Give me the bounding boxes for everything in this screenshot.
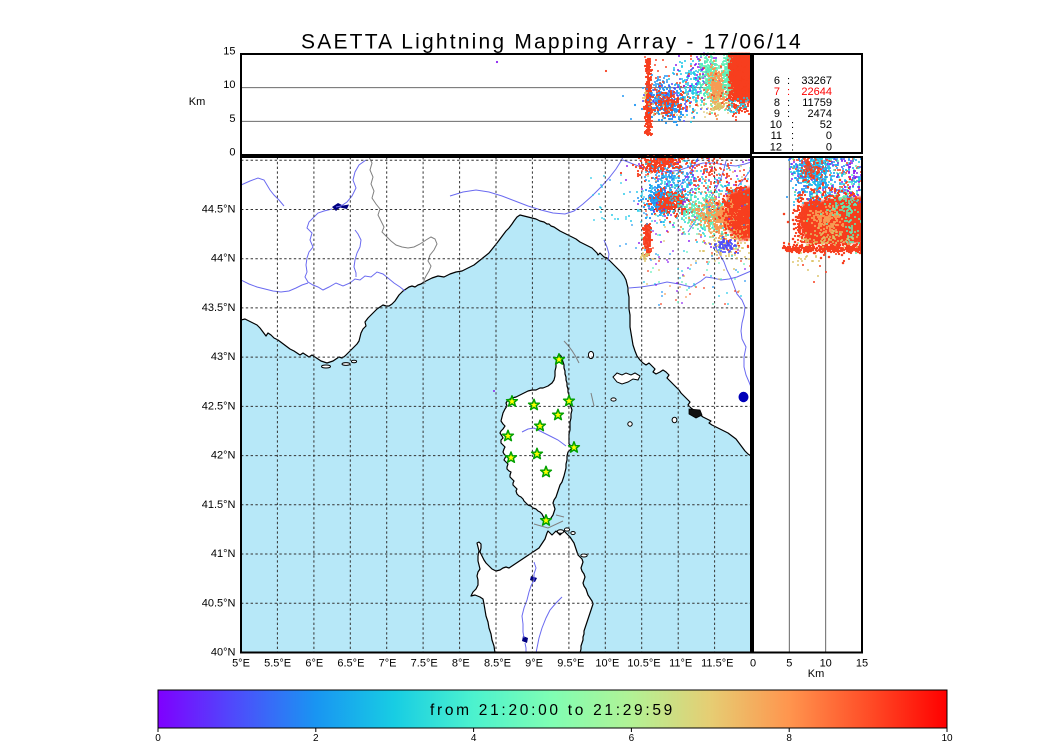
svg-text:42.5°N: 42.5°N <box>202 400 236 412</box>
svg-text:8°E: 8°E <box>452 658 470 670</box>
svg-text:Km: Km <box>808 668 825 680</box>
svg-text:10: 10 <box>223 79 235 91</box>
svg-text:2474: 2474 <box>808 108 832 120</box>
svg-text::: : <box>787 86 790 98</box>
svg-text:6.5°E: 6.5°E <box>337 658 364 670</box>
svg-text:4: 4 <box>471 733 477 744</box>
svg-text:22644: 22644 <box>801 86 832 98</box>
svg-text:7.5°E: 7.5°E <box>411 658 438 670</box>
svg-text:6°E: 6°E <box>305 658 323 670</box>
svg-text:9.5°E: 9.5°E <box>557 658 584 670</box>
svg-text:from 21:20:00 to 21:29:59: from 21:20:00 to 21:29:59 <box>430 702 675 719</box>
svg-text:43.5°N: 43.5°N <box>202 302 236 314</box>
svg-text:15: 15 <box>223 46 235 58</box>
svg-text::: : <box>787 75 790 87</box>
svg-text:41.5°N: 41.5°N <box>202 499 236 511</box>
svg-text:44.5°N: 44.5°N <box>202 204 236 216</box>
svg-text:15: 15 <box>856 658 868 670</box>
svg-text::: : <box>787 108 790 120</box>
svg-text:10: 10 <box>820 658 832 670</box>
svg-text:9: 9 <box>774 108 780 120</box>
svg-text:40°N: 40°N <box>211 647 236 659</box>
svg-text:5°E: 5°E <box>232 658 250 670</box>
svg-text:11759: 11759 <box>802 97 832 109</box>
svg-text:11°E: 11°E <box>669 658 692 670</box>
svg-text:11: 11 <box>771 130 782 142</box>
svg-text:10°E: 10°E <box>595 658 619 670</box>
svg-text:5.5°E: 5.5°E <box>264 658 291 670</box>
svg-text:7: 7 <box>774 86 780 98</box>
svg-text:Km: Km <box>189 96 206 108</box>
svg-text:40.5°N: 40.5°N <box>202 597 236 609</box>
svg-text:5: 5 <box>229 113 235 125</box>
svg-text:42°N: 42°N <box>211 450 236 462</box>
svg-text:10: 10 <box>770 119 782 131</box>
svg-text:33267: 33267 <box>801 75 832 87</box>
svg-text:SAETTA Lightning Mapping Array: SAETTA Lightning Mapping Array - 17/06/1… <box>301 31 803 54</box>
svg-text:10: 10 <box>941 733 953 744</box>
svg-text:8.5°E: 8.5°E <box>484 658 511 670</box>
svg-text:0: 0 <box>826 130 832 142</box>
svg-text:43°N: 43°N <box>211 351 236 363</box>
svg-text:11.5°E: 11.5°E <box>701 658 733 670</box>
svg-text:44°N: 44°N <box>211 253 236 265</box>
svg-text::: : <box>791 119 794 131</box>
svg-text:0: 0 <box>229 147 235 159</box>
svg-text:52: 52 <box>820 119 832 131</box>
svg-text:12: 12 <box>770 141 782 153</box>
svg-text:5: 5 <box>786 658 792 670</box>
svg-text:6: 6 <box>774 75 780 87</box>
svg-text::: : <box>791 141 794 153</box>
svg-text:6: 6 <box>629 733 635 744</box>
svg-text:41°N: 41°N <box>211 548 236 560</box>
svg-text::: : <box>787 97 790 109</box>
svg-text:9°E: 9°E <box>525 658 543 670</box>
svg-text:0: 0 <box>750 658 756 670</box>
svg-text:0: 0 <box>155 733 161 744</box>
svg-text:0: 0 <box>826 141 832 153</box>
svg-text:10.5°E: 10.5°E <box>627 658 660 670</box>
svg-text::: : <box>791 130 794 142</box>
svg-text:8: 8 <box>774 97 780 109</box>
svg-text:2: 2 <box>313 733 319 744</box>
svg-text:8: 8 <box>786 733 792 744</box>
svg-text:7°E: 7°E <box>379 658 397 670</box>
